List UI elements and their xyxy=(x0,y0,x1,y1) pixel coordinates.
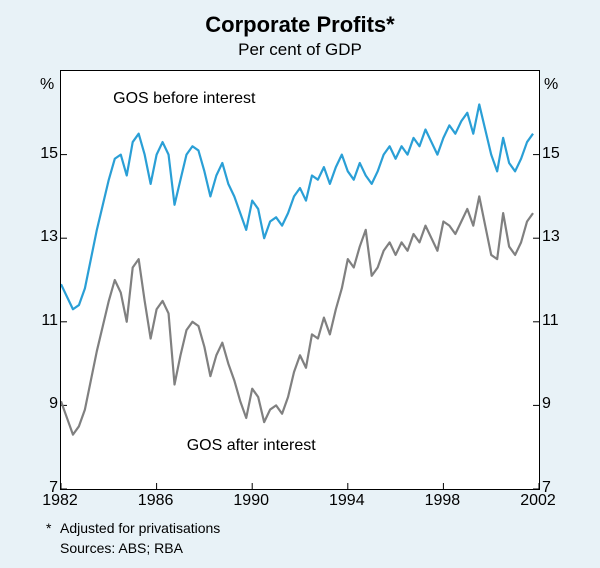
y-tick-label: 13 xyxy=(8,228,58,246)
y-tick-label: 15 xyxy=(8,145,58,163)
x-tick-label: 2002 xyxy=(520,492,556,510)
y-tick-label: 13 xyxy=(542,228,592,246)
y-tick-label: 15 xyxy=(542,145,592,163)
y-tick-label: 11 xyxy=(542,312,592,330)
footnote-marker: * xyxy=(46,520,51,536)
x-tick-label: 1998 xyxy=(425,492,461,510)
chart-subtitle: Per cent of GDP xyxy=(0,40,600,60)
y-tick-label: 11 xyxy=(8,312,58,330)
chart-title: Corporate Profits* xyxy=(0,12,600,38)
figure-wrapper: Corporate Profits* Per cent of GDP % % 7… xyxy=(0,0,600,568)
footnote: Adjusted for privatisations xyxy=(60,520,220,536)
x-axis: 198219861990199419982002 xyxy=(60,492,540,516)
y-tick-label: 9 xyxy=(8,395,58,413)
y-tick-label: 9 xyxy=(542,395,592,413)
x-tick-label: 1982 xyxy=(42,492,78,510)
plot-area xyxy=(60,70,540,490)
sources: Sources: ABS; RBA xyxy=(60,540,183,556)
y-axis-left: 79111315 xyxy=(8,70,58,490)
series-label: GOS before interest xyxy=(113,90,255,108)
series-line xyxy=(61,196,533,434)
series-label: GOS after interest xyxy=(187,437,316,455)
x-tick-label: 1986 xyxy=(138,492,174,510)
x-tick-label: 1994 xyxy=(329,492,365,510)
y-axis-right: 79111315 xyxy=(542,70,592,490)
x-tick-label: 1990 xyxy=(233,492,269,510)
plot-svg xyxy=(61,71,539,489)
